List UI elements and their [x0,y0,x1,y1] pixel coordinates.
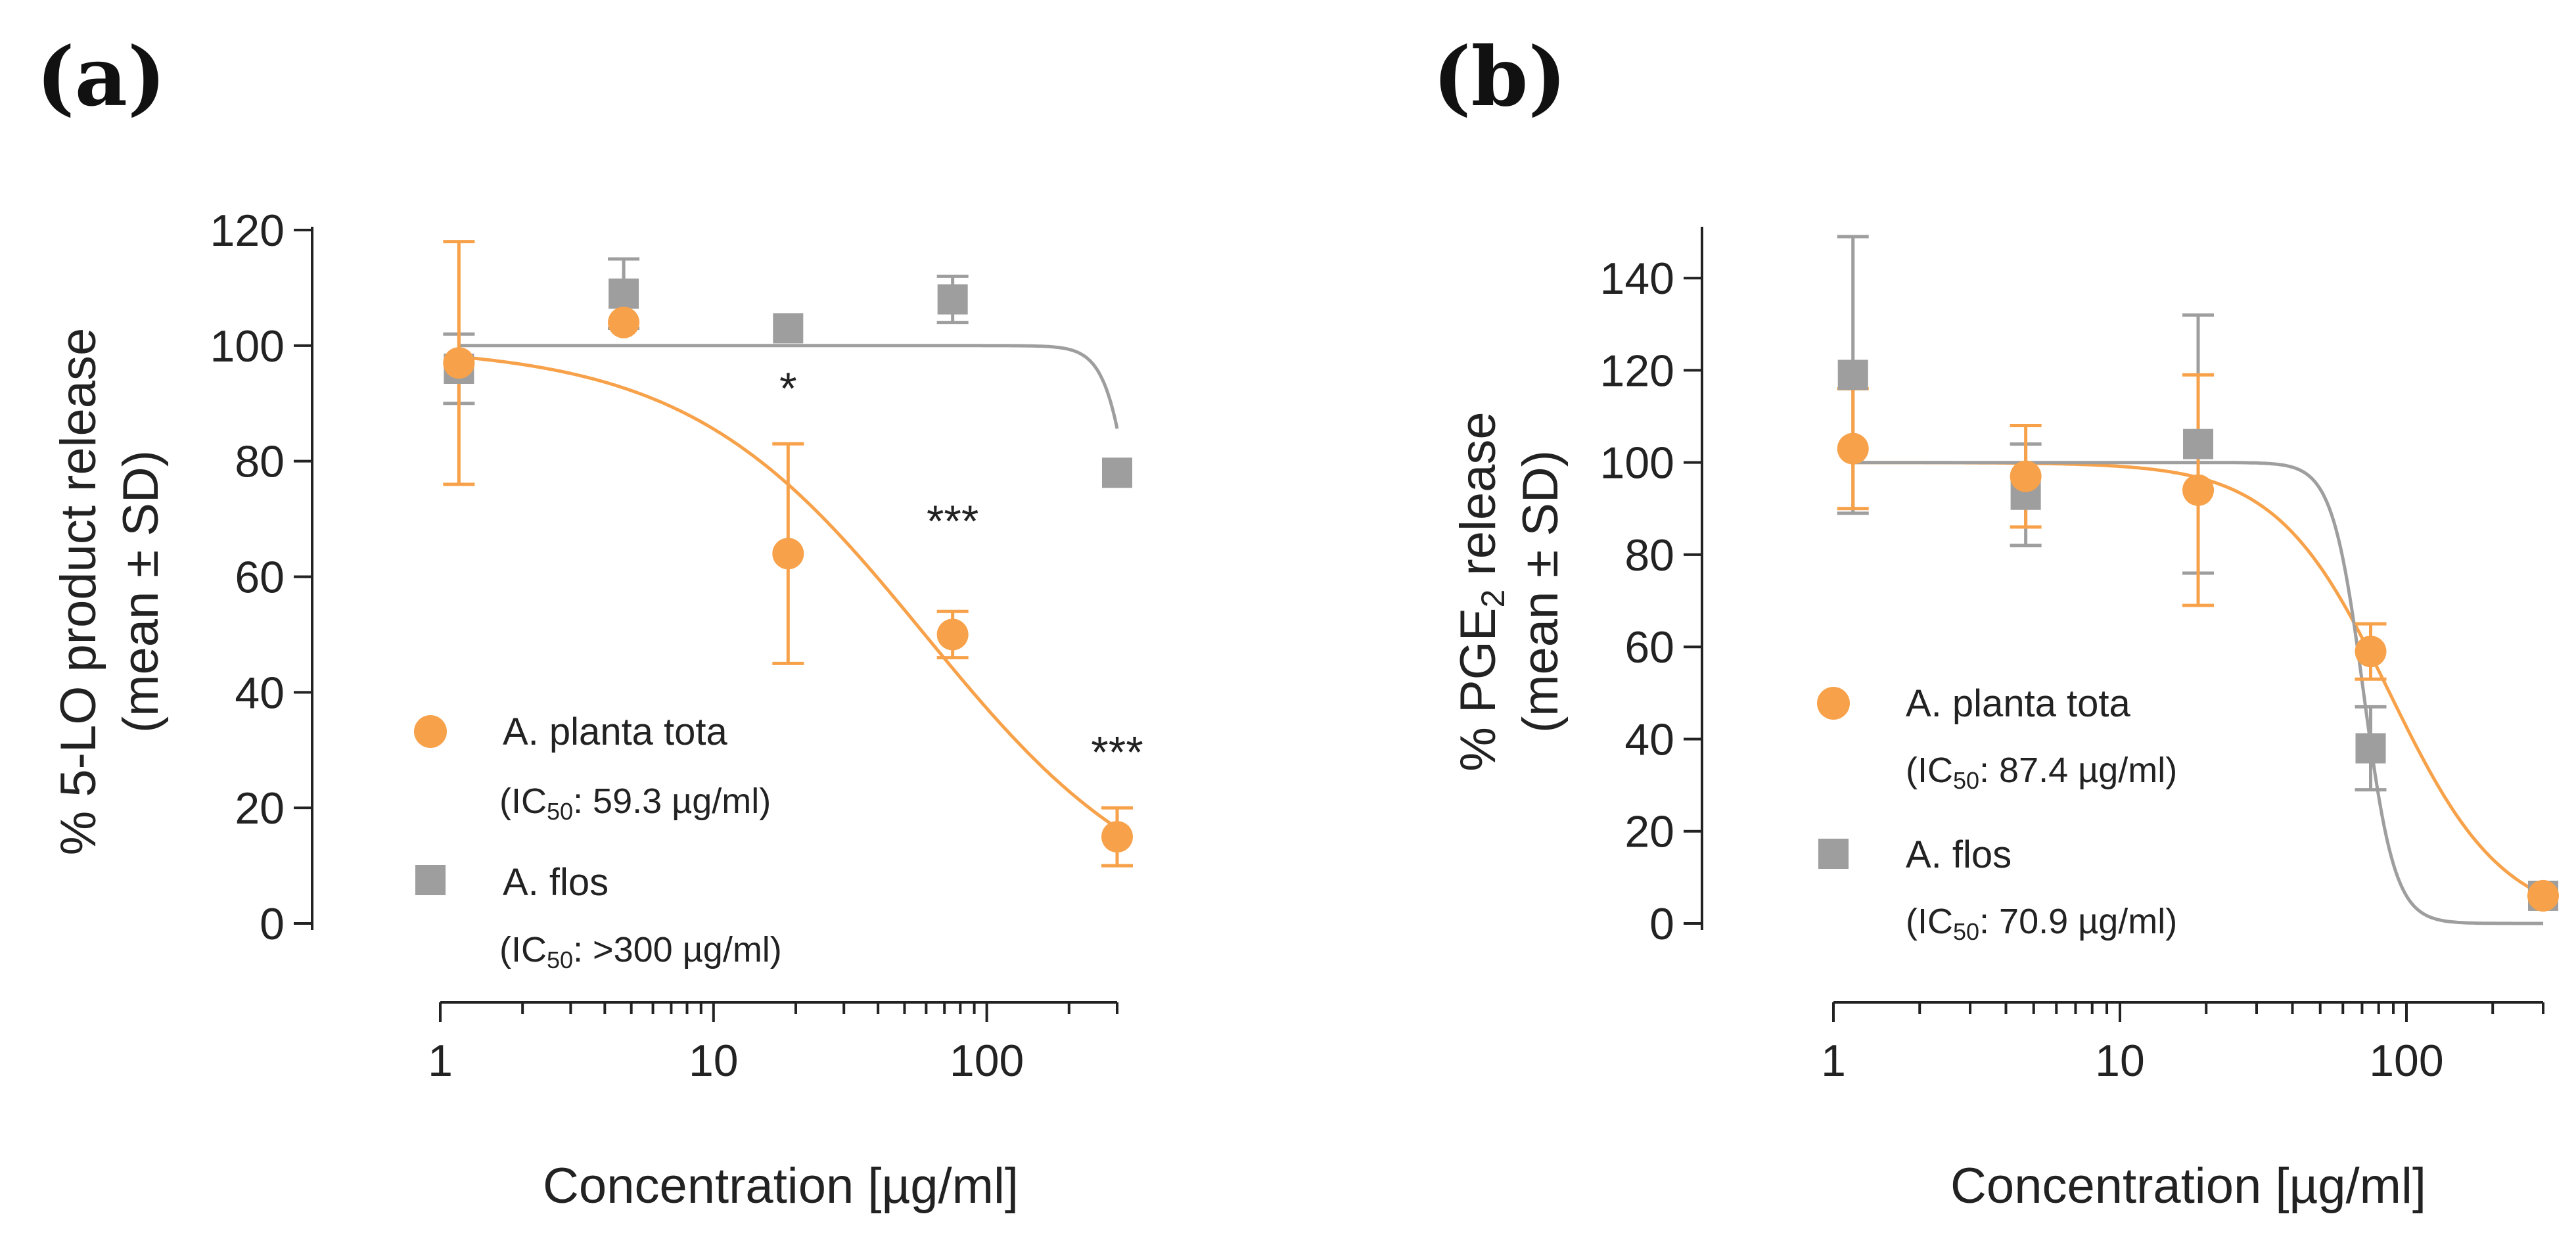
panel-b-legend-circle-marker [1817,687,1850,720]
panel-a: (a) % 5-LO product release (mean ± SD) 0… [36,30,1143,1214]
panel-b-ylabel: % PGE2 release (mean ± SD) [1450,411,1569,771]
x-tick-label: 10 [2095,1036,2145,1086]
x-tick-label: 100 [950,1036,1024,1086]
panel-a-significance-1: * [779,363,796,413]
y-tick-label: 80 [1624,530,1674,580]
y-tick-label: 140 [1600,254,1674,304]
x-tick-label: 1 [1821,1036,1846,1086]
panel-b-legend-series2-ic50: (IC50: 70.9 µg/ml) [1906,902,2177,945]
data-point-square [773,313,804,344]
data-point-circle [1101,821,1133,853]
y-tick-label: 120 [210,206,285,256]
data-point-circle [1837,432,1869,465]
panel-a-legend-square-marker [415,865,446,895]
panel-b-ylabel-line1: % PGE2 release [1450,411,1511,771]
panel-b-legend-series2-name: A. flos [1906,833,2012,876]
y-tick-label: 60 [1624,622,1674,672]
y-tick-label: 40 [235,668,285,718]
y-tick-label: 120 [1600,346,1674,396]
panel-b-legend-square-marker [1818,839,1849,869]
panel-b-x-ticks: 1 10 100 [1821,1002,2544,1086]
panel-a-legend-series2-ic50: (IC50: >300 µg/ml) [499,930,782,973]
y-tick-label: 20 [235,783,285,833]
panel-b-legend: A. planta tota (IC50: 87.4 µg/ml) A. flo… [1817,682,2177,945]
panel-a-ylabel-line2: (mean ± SD) [113,450,169,733]
x-tick-label: 1 [428,1036,453,1086]
panel-a-legend-series1-ic50: (IC50: 59.3 µg/ml) [499,781,771,825]
data-point-square [2183,429,2214,459]
data-point-circle [2355,636,2387,668]
panel-a-x-ticks: 1 10 100 [428,1002,1118,1086]
panel-a-ylabel-line1: % 5-LO product release [51,328,106,856]
data-point-circle [443,347,475,379]
panel-b-legend-series1-name: A. planta tota [1906,682,2131,725]
data-point-square [2355,733,2386,764]
panel-a-label: (a) [36,30,166,125]
y-tick-label: 100 [1600,438,1674,488]
panel-a-legend-series1-name: A. planta tota [503,711,728,753]
data-point-square [937,284,968,315]
data-point-circle [2527,879,2559,912]
data-point-circle [2010,460,2042,492]
y-tick-label: 0 [260,899,285,949]
y-tick-label: 40 [1624,714,1674,764]
fit-curve [459,344,1119,429]
panel-a-legend: A. planta tota (IC50: 59.3 µg/ml) A. flo… [414,711,782,973]
panel-b: (b) % PGE2 release (mean ± SD) 0 20 40 60 80… [1433,30,2559,1214]
data-point-square [609,278,639,309]
panel-b-y-ticks: 0 20 40 60 80 100 120 140 [1600,254,1702,949]
data-point-square [1837,360,1868,390]
data-point-square [1102,457,1132,488]
data-point-circle [936,618,969,651]
panel-a-y-ticks: 0 20 40 60 80 100 120 [210,206,312,949]
y-tick-label: 0 [1649,899,1674,949]
x-tick-label: 10 [689,1036,739,1086]
data-point-circle [608,306,640,338]
y-tick-label: 100 [210,321,285,371]
panel-b-xlabel: Concentration [µg/ml] [1950,1158,2426,1214]
panel-b-legend-series1-ic50: (IC50: 87.4 µg/ml) [1906,751,2177,794]
data-point-circle [772,538,804,570]
x-tick-label: 100 [2369,1036,2443,1086]
panel-a-legend-series2-name: A. flos [503,861,609,904]
panel-b-markers [1837,360,2559,912]
y-tick-label: 20 [1624,807,1674,857]
panel-a-legend-circle-marker [414,715,447,748]
y-tick-label: 80 [235,437,285,487]
panel-a-markers [443,278,1133,853]
y-tick-label: 60 [235,553,285,603]
panel-a-xlabel: Concentration [µg/ml] [543,1158,1019,1214]
panel-b-label: (b) [1433,30,1567,125]
panel-a-ylabel: % 5-LO product release (mean ± SD) [51,328,169,856]
panel-a-significance-2: *** [927,496,978,546]
data-point-circle [2182,474,2215,506]
panel-b-ylabel-line2: (mean ± SD) [1513,450,1569,733]
panel-a-significance-3: *** [1091,728,1143,778]
